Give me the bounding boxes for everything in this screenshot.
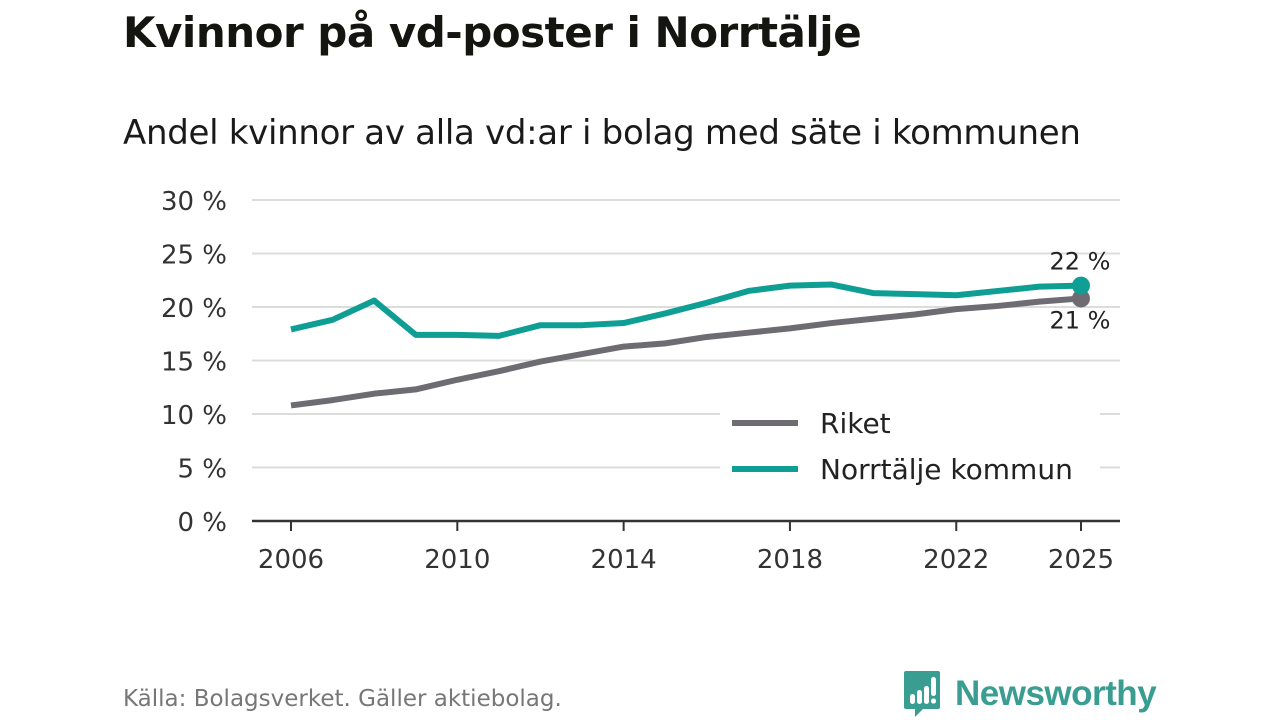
- legend-label-riket: Riket: [820, 407, 891, 440]
- x-tick-label: 2014: [591, 545, 657, 575]
- x-tick-label: 2025: [1048, 545, 1114, 575]
- x-tick-label: 2006: [258, 545, 324, 575]
- logo-chart-icon: [904, 671, 940, 717]
- end-label-riket: 21 %: [1050, 306, 1111, 334]
- series-line-riket: [290, 295, 1082, 409]
- newsworthy-logo: Newsworthy: [903, 670, 1157, 718]
- y-tick-label: 0 %: [177, 508, 227, 538]
- source-note: Källa: Bolagsverket. Gäller aktiebolag.: [123, 686, 562, 712]
- y-tick-label: 15 %: [161, 348, 227, 378]
- logo-text: Newsworthy: [955, 674, 1157, 713]
- end-point-riket: [1072, 289, 1090, 308]
- end-label-norrtalje: 22 %: [1050, 248, 1111, 276]
- end-point-norrtalje: [1072, 276, 1090, 295]
- y-tick-label: 30 %: [161, 187, 227, 217]
- chart-title: Kvinnor på vd-poster i Norrtälje: [123, 8, 862, 57]
- y-tick-label: 10 %: [161, 401, 227, 431]
- chart-subtitle: Andel kvinnor av alla vd:ar i bolag med …: [123, 113, 1081, 153]
- legend-label-norrtalje: Norrtälje kommun: [820, 453, 1073, 486]
- series-line-norrtalje: [290, 281, 1082, 339]
- x-tick-label: 2022: [923, 545, 989, 575]
- x-tick-label: 2018: [757, 545, 823, 575]
- y-tick-label: 20 %: [161, 294, 227, 324]
- x-tick-label: 2010: [424, 545, 490, 575]
- y-tick-label: 25 %: [161, 241, 227, 271]
- y-tick-label: 5 %: [177, 455, 227, 485]
